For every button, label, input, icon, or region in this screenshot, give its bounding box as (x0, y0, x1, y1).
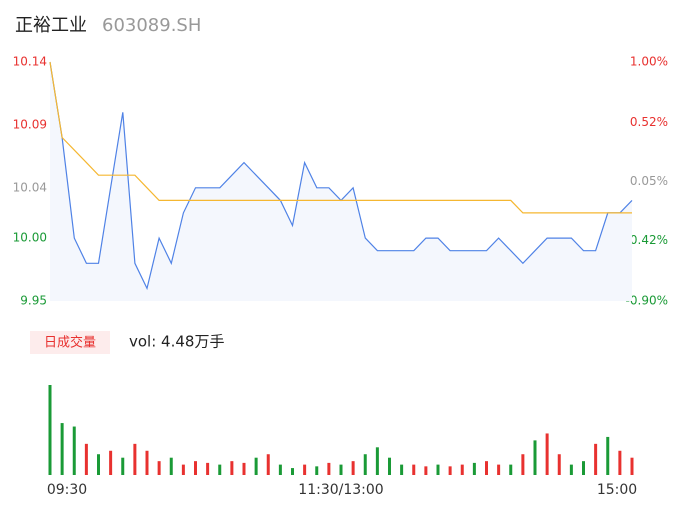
y2-tick-label: 0.52% (630, 115, 668, 129)
volume-bar (303, 464, 307, 475)
volume-bar (375, 447, 379, 475)
volume-bar (109, 450, 113, 475)
volume-bar (339, 464, 343, 475)
volume-bar (460, 464, 464, 475)
volume-bar (400, 464, 404, 475)
stock-name: 正裕工业 (15, 15, 87, 36)
volume-bar (181, 464, 185, 475)
x-tick-label: 11:30/13:00 (298, 482, 383, 498)
y2-tick-label: -0.42% (626, 233, 668, 247)
volume-bar (278, 464, 282, 475)
volume-bar (363, 454, 367, 475)
volume-bar (206, 462, 210, 475)
volume-bar (582, 461, 585, 475)
volume-bar (521, 454, 525, 475)
volume-bar (509, 464, 513, 475)
volume-bar (618, 450, 622, 475)
volume-button[interactable]: 日成交量 (44, 335, 96, 351)
volume-bar (315, 466, 319, 475)
volume-bar (254, 457, 258, 475)
volume-bar (169, 457, 173, 475)
volume-bar (48, 385, 52, 475)
volume-bar (533, 440, 537, 475)
stock-code: 603089.SH (102, 15, 201, 36)
volume-bar (448, 466, 452, 475)
volume-bar (145, 450, 149, 475)
volume-bar (594, 443, 598, 475)
volume-bar (291, 468, 294, 475)
volume-bar (84, 443, 88, 475)
volume-bar (60, 423, 64, 475)
volume-bar (97, 454, 100, 475)
x-tick-label: 15:00 (597, 482, 637, 498)
volume-bar (242, 462, 246, 475)
volume-bar (412, 464, 416, 475)
volume-bar (557, 454, 561, 475)
volume-bar (72, 426, 76, 475)
volume-bar (436, 464, 440, 475)
average-line (49, 61, 632, 214)
volume-bar (157, 461, 161, 475)
volume-bar (194, 461, 197, 475)
volume-bar (485, 461, 488, 475)
y2-tick-label: 0.05% (630, 174, 668, 188)
volume-bar (424, 466, 428, 475)
volume-bar (133, 443, 137, 475)
volume-bar (606, 436, 610, 475)
volume-bar (218, 464, 222, 475)
volume-bar (266, 454, 270, 475)
volume-bar (121, 457, 125, 475)
volume-bar (327, 462, 331, 475)
y-tick-label: 10.14 (13, 55, 47, 69)
volume-bar (497, 464, 501, 475)
y-tick-label: 9.95 (20, 294, 47, 308)
volume-bar (630, 457, 634, 475)
volume-bar (388, 457, 391, 475)
y2-tick-label: -0.90% (626, 294, 668, 308)
y2-tick-label: 1.00% (630, 55, 668, 69)
volume-button-bg[interactable] (30, 331, 110, 354)
volume-bar (472, 462, 476, 475)
x-tick-label: 09:30 (47, 482, 87, 498)
volume-bar (569, 464, 573, 475)
volume-bar (351, 461, 355, 475)
y-tick-label: 10.00 (13, 231, 47, 245)
y-tick-label: 10.09 (13, 117, 47, 131)
price-area (50, 62, 632, 301)
volume-bar (545, 433, 549, 475)
y-tick-label: 10.04 (13, 180, 47, 194)
volume-summary: vol: 4.48万手 (129, 333, 224, 351)
volume-bar (230, 461, 234, 475)
